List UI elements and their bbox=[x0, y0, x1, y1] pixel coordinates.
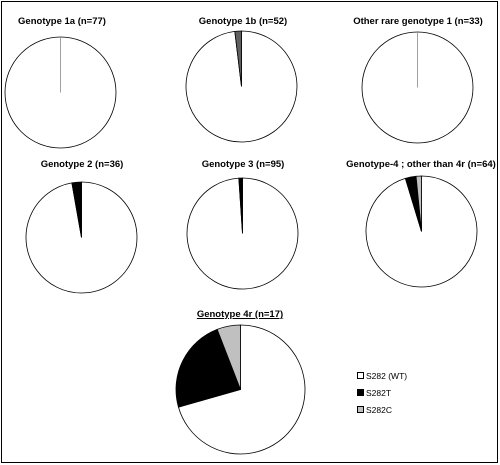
legend-item-s282c: S282C bbox=[357, 401, 407, 418]
pie-chart-genotype-1b bbox=[185, 30, 298, 143]
pie-chart-genotype-2 bbox=[25, 181, 138, 294]
pie-slice-s282t bbox=[71, 181, 82, 238]
pie-title-genotype-3: Genotype 3 (n=95) bbox=[201, 159, 285, 170]
pie-slice-s282c bbox=[216, 324, 241, 390]
pie-chart-genotype-1a bbox=[4, 36, 117, 149]
legend-swatch-s282c bbox=[357, 406, 364, 413]
pie-title-genotype-2: Genotype 2 (n=36) bbox=[40, 159, 124, 170]
pie-slice-s282c bbox=[234, 30, 242, 87]
pie-chart-genotype-4-other bbox=[365, 175, 478, 288]
pie-title-genotype-4-other: Genotype-4 ; other than 4r (n=64) bbox=[346, 159, 496, 170]
pie-chart-other-rare-genotype-1 bbox=[361, 31, 474, 144]
legend-label-s282c: S282C bbox=[366, 404, 392, 415]
legend: S282 (WT) S282T S282C bbox=[357, 367, 407, 418]
pie-slice-s282-wt bbox=[177, 324, 306, 455]
pie-title-other-rare-genotype-1: Other rare genotype 1 (n=33) bbox=[353, 16, 483, 27]
pie-chart-genotype-3 bbox=[186, 177, 299, 290]
legend-swatch-wt bbox=[357, 372, 364, 379]
legend-item-wt: S282 (WT) bbox=[357, 367, 407, 384]
legend-label-wt: S282 (WT) bbox=[366, 370, 408, 381]
pie-title-genotype-1b: Genotype 1b (n=52) bbox=[198, 16, 288, 27]
legend-item-s282t: S282T bbox=[357, 384, 407, 401]
pie-slice-s282c bbox=[415, 175, 422, 232]
legend-swatch-s282t bbox=[357, 389, 364, 396]
pie-chart-genotype-4r bbox=[175, 324, 306, 455]
pie-slice-s282t bbox=[238, 177, 243, 234]
pie-title-genotype-4r: Genotype 4r (n=17) bbox=[196, 309, 284, 320]
legend-label-s282t: S282T bbox=[366, 387, 392, 398]
pie-title-genotype-1a: Genotype 1a (n=77) bbox=[18, 16, 106, 27]
